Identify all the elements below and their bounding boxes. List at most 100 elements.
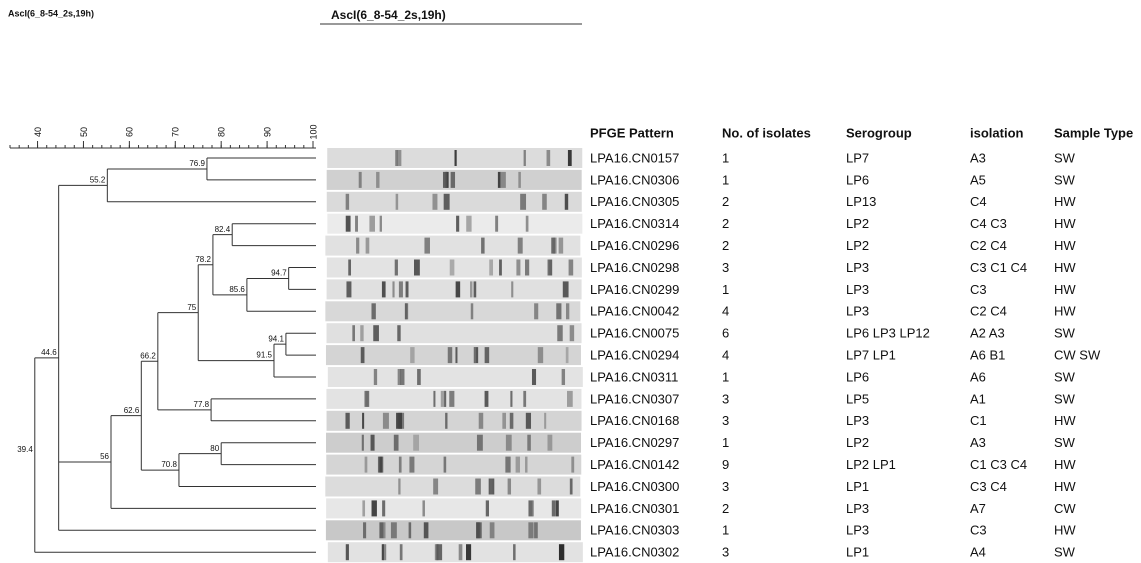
table-cell: LPA16.CN0142 bbox=[590, 457, 679, 472]
gel-band bbox=[397, 150, 402, 166]
table-cell: 6 bbox=[722, 326, 729, 341]
table-cell: HW bbox=[1054, 413, 1076, 428]
table-cell: C3 bbox=[970, 282, 987, 297]
table-cell: SW bbox=[1054, 435, 1076, 450]
gel-band bbox=[381, 281, 386, 298]
gel-band bbox=[440, 390, 446, 407]
table-cell: A2 A3 bbox=[970, 326, 1005, 341]
table-cell: LPA16.CN0300 bbox=[590, 479, 679, 494]
table-cell: 3 bbox=[722, 391, 729, 406]
gel-band bbox=[352, 325, 355, 342]
node-similarity: 94.7 bbox=[271, 269, 287, 278]
gel-band bbox=[495, 215, 499, 232]
gel-band bbox=[433, 478, 439, 495]
scale-tick-label: 90 bbox=[262, 127, 272, 137]
gel-band bbox=[382, 412, 389, 429]
gel-band bbox=[484, 390, 489, 407]
gel-band bbox=[445, 412, 448, 429]
table-cell: LPA16.CN0075 bbox=[590, 326, 679, 341]
table-cell: A3 bbox=[970, 150, 986, 165]
node-similarity: 62.6 bbox=[124, 406, 140, 415]
gel-band bbox=[443, 456, 447, 473]
gel-lane bbox=[325, 345, 581, 366]
table-cell: LPA16.CN0314 bbox=[590, 216, 679, 231]
gel-band bbox=[413, 434, 420, 451]
gel-band bbox=[481, 237, 485, 254]
gel-band bbox=[410, 347, 415, 364]
gel-title: AscI(6_8-54_2s,19h) bbox=[331, 8, 446, 22]
gel-band bbox=[505, 456, 511, 473]
gel-lane bbox=[325, 235, 581, 256]
gel-band bbox=[534, 303, 539, 320]
gel-band bbox=[531, 369, 537, 385]
gel-band bbox=[371, 303, 376, 320]
table-cell: LPA16.CN0042 bbox=[590, 304, 679, 319]
gel-band bbox=[561, 369, 566, 385]
node-similarity: 70.8 bbox=[161, 460, 177, 469]
gel-lane bbox=[325, 301, 581, 322]
gel-band bbox=[569, 478, 573, 495]
gel-band bbox=[447, 347, 453, 364]
gel-lane bbox=[327, 367, 583, 387]
table-cell: CW bbox=[1054, 501, 1076, 516]
gel-band bbox=[525, 412, 532, 429]
table-cell: LP3 bbox=[846, 523, 869, 538]
table-cell: LP1 bbox=[846, 545, 869, 560]
table-cell: C1 C3 C4 bbox=[970, 457, 1027, 472]
node-similarity: 39.4 bbox=[17, 445, 33, 454]
gel-band bbox=[551, 237, 556, 254]
node-similarity: 80 bbox=[210, 444, 219, 453]
table-cell: 2 bbox=[722, 194, 729, 209]
gel-band bbox=[345, 215, 351, 232]
gel-band bbox=[423, 522, 429, 539]
gel-band bbox=[373, 325, 379, 342]
gel-band bbox=[499, 259, 502, 276]
table-cell: A6 bbox=[970, 369, 986, 384]
gel-band bbox=[417, 369, 421, 385]
gel-band bbox=[379, 215, 382, 232]
table-cell: 1 bbox=[722, 369, 729, 384]
table-cell: 1 bbox=[722, 282, 729, 297]
gel-band bbox=[531, 500, 534, 517]
gel-band bbox=[567, 390, 573, 407]
table-cell: C4 C3 bbox=[970, 216, 1007, 231]
gel-band bbox=[382, 500, 386, 517]
gel-band bbox=[399, 544, 403, 561]
gel-band bbox=[445, 171, 449, 188]
gel-band bbox=[358, 171, 362, 188]
gel-band bbox=[509, 412, 514, 429]
table-cell: LPA16.CN0307 bbox=[590, 391, 679, 406]
table-cell: HW bbox=[1054, 238, 1076, 253]
gel-band bbox=[476, 434, 483, 451]
table-cell: A6 B1 bbox=[970, 348, 1005, 363]
table-cell: CW SW bbox=[1054, 348, 1101, 363]
node-similarity: 77.8 bbox=[194, 400, 210, 409]
table-cell: LP6 bbox=[846, 172, 869, 187]
table-cell: LP3 bbox=[846, 413, 869, 428]
table-cell: LP3 bbox=[846, 501, 869, 516]
gel-band bbox=[456, 215, 460, 232]
gel-band bbox=[392, 281, 395, 298]
gel-band bbox=[465, 544, 472, 561]
gel-band bbox=[360, 325, 364, 342]
table-cell: 4 bbox=[722, 348, 729, 363]
column-header: Sample Type bbox=[1054, 125, 1133, 140]
table-cell: C2 C4 bbox=[970, 304, 1007, 319]
gel-band bbox=[568, 259, 574, 276]
table-cell: 1 bbox=[722, 150, 729, 165]
gel-band bbox=[513, 544, 516, 561]
table-cell: A1 bbox=[970, 391, 986, 406]
gel-band bbox=[470, 281, 473, 298]
table-cell: 3 bbox=[722, 413, 729, 428]
scale-tick-label: 60 bbox=[125, 127, 135, 137]
gel-band bbox=[547, 434, 553, 451]
gel-band bbox=[485, 500, 490, 517]
gel-band bbox=[502, 412, 507, 429]
gel-band bbox=[523, 150, 526, 166]
gel-band bbox=[371, 500, 377, 517]
gel-band bbox=[555, 500, 559, 517]
table-cell: LP7 LP1 bbox=[846, 348, 896, 363]
scale-tick-label: 70 bbox=[171, 127, 181, 137]
gel-lane bbox=[326, 191, 582, 212]
gel-band bbox=[564, 193, 569, 210]
